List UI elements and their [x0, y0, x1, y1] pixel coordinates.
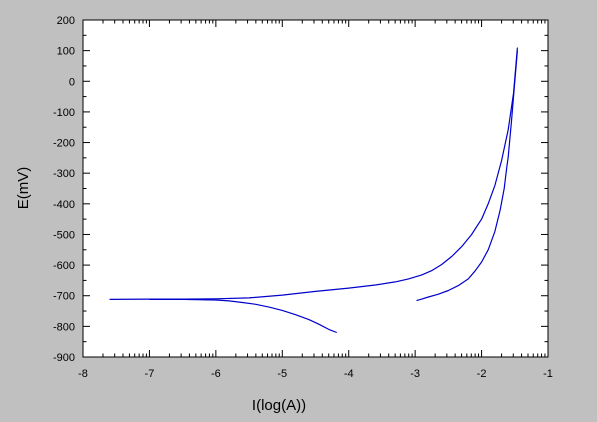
x-tick-label: -5: [277, 368, 287, 380]
y-tick-label: -600: [53, 260, 75, 272]
y-tick-label: -800: [53, 321, 75, 333]
plot-area: [82, 19, 549, 358]
x-tick-labels: -8 -7 -6 -5 -4 -3 -2 -1: [78, 368, 553, 380]
series-line-1: [149, 298, 338, 334]
y-tick-label: -200: [53, 138, 75, 150]
y-tick-labels: 200 100 0 -100 -200 -300 -400 -500 -600 -700 -800 -…: [53, 15, 75, 364]
x-tick-label: -1: [543, 368, 553, 380]
x-tick-label: -4: [344, 368, 354, 380]
series-line-2: [109, 47, 518, 300]
y-tick-label: -900: [53, 352, 75, 364]
y-tick-label: 100: [57, 46, 75, 58]
x-tick-label: -6: [211, 368, 221, 380]
series-group: [109, 47, 518, 334]
y-tick-label: -100: [53, 107, 75, 119]
x-tick-label: -2: [477, 368, 487, 380]
y-axis-title: E(mV): [15, 167, 32, 210]
y-tick-label: -400: [53, 199, 75, 211]
series-line-3: [416, 50, 518, 302]
x-tick-label: -3: [410, 368, 420, 380]
ticks: [82, 19, 549, 358]
y-tick-label: 0: [69, 76, 75, 88]
y-tick-label: -300: [53, 168, 75, 180]
y-tick-label: -700: [53, 291, 75, 303]
x-tick-label: -8: [78, 368, 88, 380]
y-tick-label: 200: [57, 15, 75, 27]
y-tick-label: -500: [53, 229, 75, 241]
x-tick-label: -7: [145, 368, 155, 380]
x-axis-title: I(log(A)): [252, 397, 306, 414]
